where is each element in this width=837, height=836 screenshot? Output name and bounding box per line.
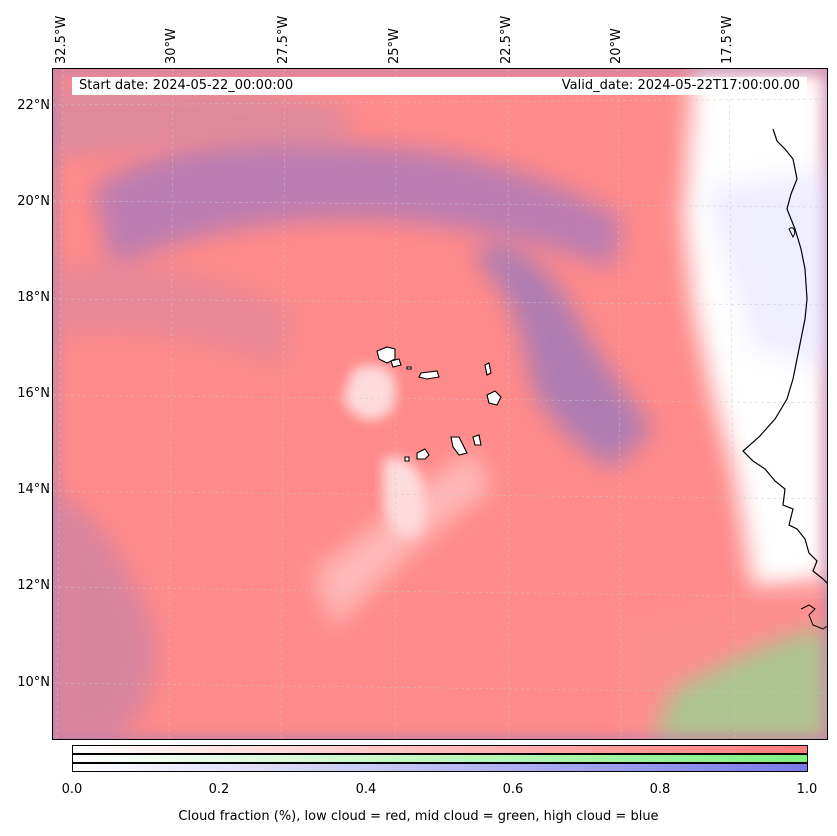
- lon-label-20w: 20°W: [609, 28, 624, 64]
- colorbar-high-cloud: [72, 763, 808, 772]
- island-santo-antao: [376, 346, 396, 364]
- coast-inlet: [788, 227, 796, 238]
- bissagos-coast: [800, 604, 827, 630]
- colorbar-tick-2: 0.4: [355, 782, 377, 797]
- cloud-fraction-colorbar: [72, 745, 808, 772]
- high-cloud-band-central: [473, 239, 653, 469]
- colorbar-tick-0: 0.0: [61, 782, 83, 797]
- clear-streak-1: [343, 365, 396, 420]
- mid-cloud-region: [653, 629, 827, 739]
- cloud-fraction-map: [52, 68, 828, 740]
- map-canvas: [53, 69, 827, 739]
- island-santa-luzia: [406, 366, 412, 370]
- colorbar-caption: Cloud fraction (%), low cloud = red, mid…: [178, 809, 659, 824]
- colorbar-tick-5: 1.0: [796, 782, 818, 797]
- lon-label-30w: 30°W: [164, 28, 179, 64]
- island-sao-nicolau: [418, 370, 440, 380]
- lat-label-16n: 16°N: [17, 386, 50, 401]
- island-boa-vista: [486, 390, 502, 406]
- lon-label-25w: 25°W: [387, 28, 402, 64]
- colorbar-mid-cloud: [72, 754, 808, 763]
- gridlines: [53, 69, 827, 739]
- high-cloud-patch-east: [703, 169, 827, 369]
- lat-label-20n: 20°N: [17, 194, 50, 209]
- island-sao-vicente: [390, 358, 402, 368]
- island-sal: [484, 362, 492, 376]
- valid-date-label: Valid_date: 2024-05-22T17:00:00.00: [561, 78, 800, 93]
- lon-label-17-5w: 17.5°W: [720, 15, 735, 64]
- africa-coastline: [742, 128, 827, 584]
- island-maio: [472, 434, 482, 446]
- thin-cloud-streak: [313, 449, 493, 629]
- lat-label-18n: 18°N: [17, 290, 50, 305]
- start-date-label: Start date: 2024-05-22_00:00:00: [79, 78, 294, 93]
- lon-label-27-5w: 27.5°W: [276, 15, 291, 64]
- date-info-bar: Start date: 2024-05-22_00:00:00 Valid_da…: [72, 77, 807, 95]
- island-fogo: [416, 448, 430, 460]
- colorbar-tick-4: 0.8: [649, 782, 671, 797]
- cape-verde-islands: [376, 346, 502, 462]
- lat-label-14n: 14°N: [17, 482, 50, 497]
- high-cloud-band-west: [53, 261, 293, 369]
- island-brava: [404, 456, 410, 462]
- colorbar-tick-3: 0.6: [502, 782, 524, 797]
- lat-label-10n: 10°N: [17, 675, 50, 690]
- lon-label-22-5w: 22.5°W: [499, 15, 514, 64]
- island-santiago: [450, 436, 468, 456]
- high-cloud-band-southwest: [53, 489, 156, 739]
- high-cloud-band-north: [93, 141, 623, 269]
- high-cloud-band-top: [53, 85, 353, 159]
- lat-label-22n: 22°N: [17, 98, 50, 113]
- colorbar-low-cloud: [72, 745, 808, 754]
- lon-label-32-5w: 32.5°W: [54, 15, 69, 64]
- colorbar-tick-1: 0.2: [208, 782, 230, 797]
- lat-label-12n: 12°N: [17, 578, 50, 593]
